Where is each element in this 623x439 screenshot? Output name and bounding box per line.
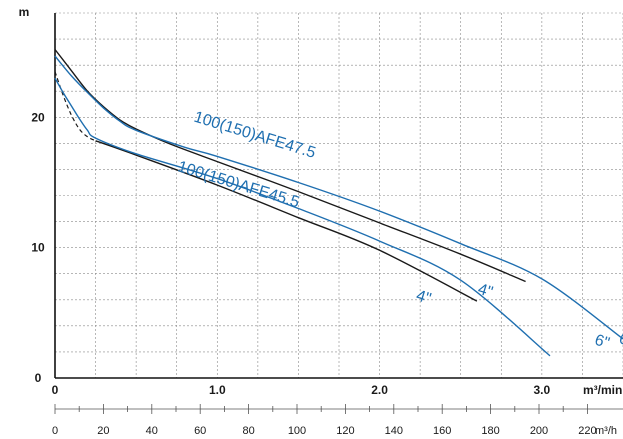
x-axis-label-primary: m³/min (583, 383, 622, 397)
secondary-tick-label: 60 (194, 425, 206, 437)
secondary-tick-label: 20 (97, 425, 109, 437)
y-tick-label: 20 (31, 110, 45, 124)
secondary-tick-label: 120 (336, 425, 354, 437)
x-tick-label: 2.0 (371, 383, 388, 397)
curve-annotation: 6" (617, 330, 623, 351)
secondary-tick-label: 100 (288, 425, 306, 437)
series-line (54, 77, 551, 357)
secondary-tick-label: 140 (385, 425, 403, 437)
grid-lines (55, 12, 623, 378)
y-tick-label: 0 (35, 371, 42, 385)
secondary-tick-label: 200 (530, 425, 548, 437)
secondary-tick-label: 220 (578, 425, 596, 437)
x-tick-label: 0 (52, 383, 59, 397)
curve-annotation: 4" (476, 281, 495, 302)
x-tick-label: 1.0 (209, 383, 226, 397)
series-layer (54, 49, 623, 357)
secondary-tick-label: 80 (242, 425, 254, 437)
y-axis-label: m (19, 5, 30, 19)
series-line (95, 140, 478, 302)
x-tick-label: 3.0 (534, 383, 551, 397)
curve-annotation: 4" (414, 287, 433, 308)
secondary-tick-label: 40 (146, 425, 158, 437)
secondary-tick-label: 160 (433, 425, 451, 437)
series-line (54, 49, 526, 283)
y-tick-label: 10 (31, 241, 45, 255)
x-axis-label-secondary: m³/h (595, 425, 617, 437)
secondary-tick-label: 180 (481, 425, 499, 437)
curve-annotation: 100(150)AFE45.5 (176, 158, 302, 211)
curve-annotation: 6" (593, 332, 612, 353)
series-line (54, 55, 623, 340)
axes (54, 13, 623, 414)
secondary-tick-label: 0 (52, 425, 58, 437)
series-line-dashed-segment (54, 71, 96, 142)
